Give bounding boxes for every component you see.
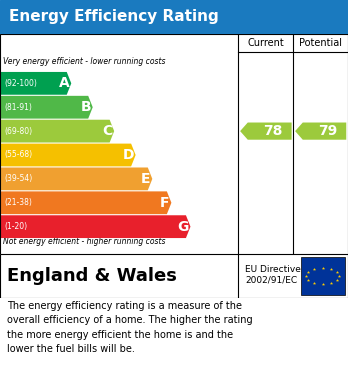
Polygon shape <box>295 122 346 140</box>
Text: B: B <box>80 100 91 114</box>
Text: (92-100): (92-100) <box>4 79 37 88</box>
Text: 78: 78 <box>263 124 283 138</box>
Polygon shape <box>0 96 93 118</box>
Text: England & Wales: England & Wales <box>7 267 177 285</box>
Text: G: G <box>177 220 189 234</box>
Polygon shape <box>0 72 71 95</box>
Text: (1-20): (1-20) <box>4 222 27 231</box>
Text: Potential: Potential <box>299 38 342 48</box>
Text: EU Directive
2002/91/EC: EU Directive 2002/91/EC <box>245 265 301 285</box>
Text: Not energy efficient - higher running costs: Not energy efficient - higher running co… <box>3 237 166 246</box>
Polygon shape <box>0 215 190 238</box>
Text: (81-91): (81-91) <box>4 103 32 112</box>
Polygon shape <box>0 120 114 142</box>
Text: A: A <box>59 76 70 90</box>
Text: Energy Efficiency Rating: Energy Efficiency Rating <box>9 9 219 25</box>
Text: (55-68): (55-68) <box>4 151 32 160</box>
Text: The energy efficiency rating is a measure of the
overall efficiency of a home. T: The energy efficiency rating is a measur… <box>7 301 253 354</box>
Polygon shape <box>240 122 292 140</box>
Text: (69-80): (69-80) <box>4 127 32 136</box>
Text: (39-54): (39-54) <box>4 174 32 183</box>
Polygon shape <box>0 191 171 214</box>
Polygon shape <box>0 143 136 167</box>
Text: Very energy efficient - lower running costs: Very energy efficient - lower running co… <box>3 57 166 66</box>
Text: D: D <box>122 148 134 162</box>
Text: F: F <box>160 196 170 210</box>
Text: (21-38): (21-38) <box>4 198 32 207</box>
Text: C: C <box>102 124 112 138</box>
Bar <box>301 256 345 295</box>
Text: 79: 79 <box>318 124 338 138</box>
Text: E: E <box>141 172 151 186</box>
Text: Current: Current <box>247 38 284 48</box>
Polygon shape <box>0 167 152 190</box>
